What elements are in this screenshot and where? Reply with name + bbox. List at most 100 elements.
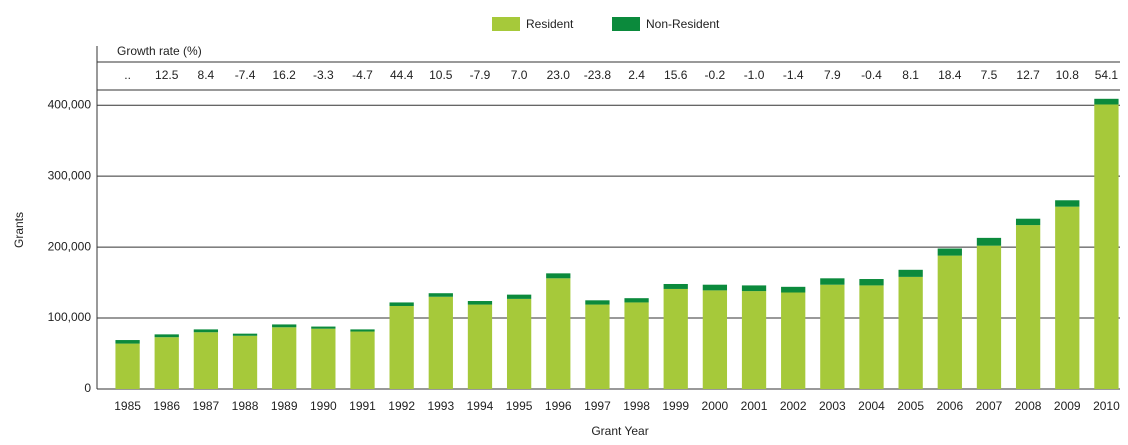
bar-segment — [741, 285, 767, 292]
bar-segment — [898, 269, 923, 277]
growth-rate: 18.4 — [938, 68, 962, 82]
growth-rate: -7.4 — [235, 68, 256, 82]
x-tick-label: 1998 — [623, 399, 650, 413]
growth-rate: 10.8 — [1056, 68, 1080, 82]
y-tick-label: 300,000 — [48, 168, 92, 182]
x-tick-label: 1988 — [232, 399, 259, 413]
legend-swatch — [492, 17, 520, 31]
y-tick-label: 200,000 — [48, 239, 92, 253]
y-tick-label: 100,000 — [48, 310, 92, 324]
bar-segment — [781, 292, 806, 389]
bar-segment — [272, 327, 297, 389]
legend-label: Resident — [526, 17, 574, 31]
x-tick-label: 2002 — [780, 399, 807, 413]
bar-segment — [976, 237, 1002, 246]
growth-rate: 8.4 — [198, 68, 215, 82]
x-tick-label: 2007 — [976, 399, 1003, 413]
growth-rate: -7.9 — [470, 68, 491, 82]
bar-segment — [820, 278, 845, 285]
bar-segment — [428, 296, 453, 389]
x-tick-label: 2008 — [1015, 399, 1042, 413]
x-axis-title: Grant Year — [591, 424, 648, 438]
x-tick-label: 1986 — [153, 399, 180, 413]
bar-segment — [389, 305, 414, 389]
bar-segment — [1015, 218, 1041, 226]
bar-segment — [585, 300, 610, 305]
bar-segment — [820, 284, 845, 389]
x-tick-label: 2004 — [858, 399, 885, 413]
x-tick-label: 2000 — [702, 399, 729, 413]
bar-segment — [546, 278, 571, 389]
bar-segment — [663, 283, 688, 289]
growth-rate: 7.5 — [981, 68, 998, 82]
growth-rate: 8.1 — [902, 68, 919, 82]
bar-segment — [937, 248, 962, 256]
y-tick-label: 0 — [84, 381, 91, 395]
bar-segment — [115, 340, 140, 344]
bar-segment — [193, 332, 219, 389]
bar-segment — [859, 279, 884, 286]
bar-segment — [1094, 98, 1119, 105]
bar-segment — [1094, 104, 1119, 389]
legend-label: Non-Resident — [646, 17, 720, 31]
growth-rate: .. — [124, 68, 131, 82]
bar-segment — [232, 335, 258, 389]
bar-segment — [467, 301, 493, 305]
bar-segment — [350, 331, 375, 389]
bar-segment — [311, 328, 336, 389]
growth-rate: 2.4 — [628, 68, 645, 82]
bar-segment — [585, 304, 610, 389]
growth-rate: -0.4 — [861, 68, 882, 82]
bar-segment — [898, 276, 923, 389]
x-tick-label: 1999 — [662, 399, 689, 413]
bar-segment — [1055, 206, 1080, 389]
x-tick-label: 2009 — [1054, 399, 1081, 413]
x-tick-label: 1987 — [193, 399, 220, 413]
growth-rate: -23.8 — [584, 68, 612, 82]
x-tick-label: 2005 — [897, 399, 924, 413]
bar-segment — [115, 343, 140, 389]
x-tick-label: 1993 — [427, 399, 454, 413]
bar-segment — [546, 273, 571, 279]
bar-segment — [859, 285, 884, 389]
growth-rate: 16.2 — [273, 68, 297, 82]
bar-segment — [506, 294, 532, 299]
growth-rate: 12.7 — [1016, 68, 1040, 82]
y-axis-title: Grants — [12, 212, 26, 248]
x-tick-label: 1985 — [114, 399, 141, 413]
x-tick-label: 1990 — [310, 399, 337, 413]
x-tick-label: 2001 — [741, 399, 768, 413]
bar-segment — [350, 329, 375, 332]
growth-rate: -0.2 — [705, 68, 726, 82]
x-tick-label: 2006 — [936, 399, 963, 413]
growth-rate: 23.0 — [547, 68, 571, 82]
growth-rate: -3.3 — [313, 68, 334, 82]
x-tick-label: 1994 — [467, 399, 494, 413]
bar-segment — [741, 291, 767, 389]
growth-rate: 54.1 — [1095, 68, 1119, 82]
bar-segment — [624, 302, 649, 389]
growth-rate: 7.0 — [511, 68, 528, 82]
bar-segment — [389, 302, 414, 306]
x-tick-label: 1997 — [584, 399, 611, 413]
bar-segment — [624, 298, 649, 303]
x-tick-label: 1989 — [271, 399, 298, 413]
bar-segment — [232, 333, 258, 336]
x-tick-label: 1992 — [388, 399, 415, 413]
bar-segment — [154, 334, 179, 338]
bar-segment — [311, 326, 336, 329]
bar-segment — [506, 298, 532, 389]
bar-segment — [1015, 225, 1041, 389]
growth-rate: -1.4 — [783, 68, 804, 82]
y-tick-label: 400,000 — [48, 97, 92, 111]
x-tick-label: 1991 — [349, 399, 376, 413]
growth-rate: 7.9 — [824, 68, 841, 82]
bar-segment — [702, 290, 728, 389]
growth-rate: 44.4 — [390, 68, 414, 82]
bar-segment — [937, 255, 962, 389]
bar-segment — [781, 286, 806, 293]
growth-rate: 10.5 — [429, 68, 453, 82]
growth-rate-label: Growth rate (%) — [117, 44, 202, 58]
